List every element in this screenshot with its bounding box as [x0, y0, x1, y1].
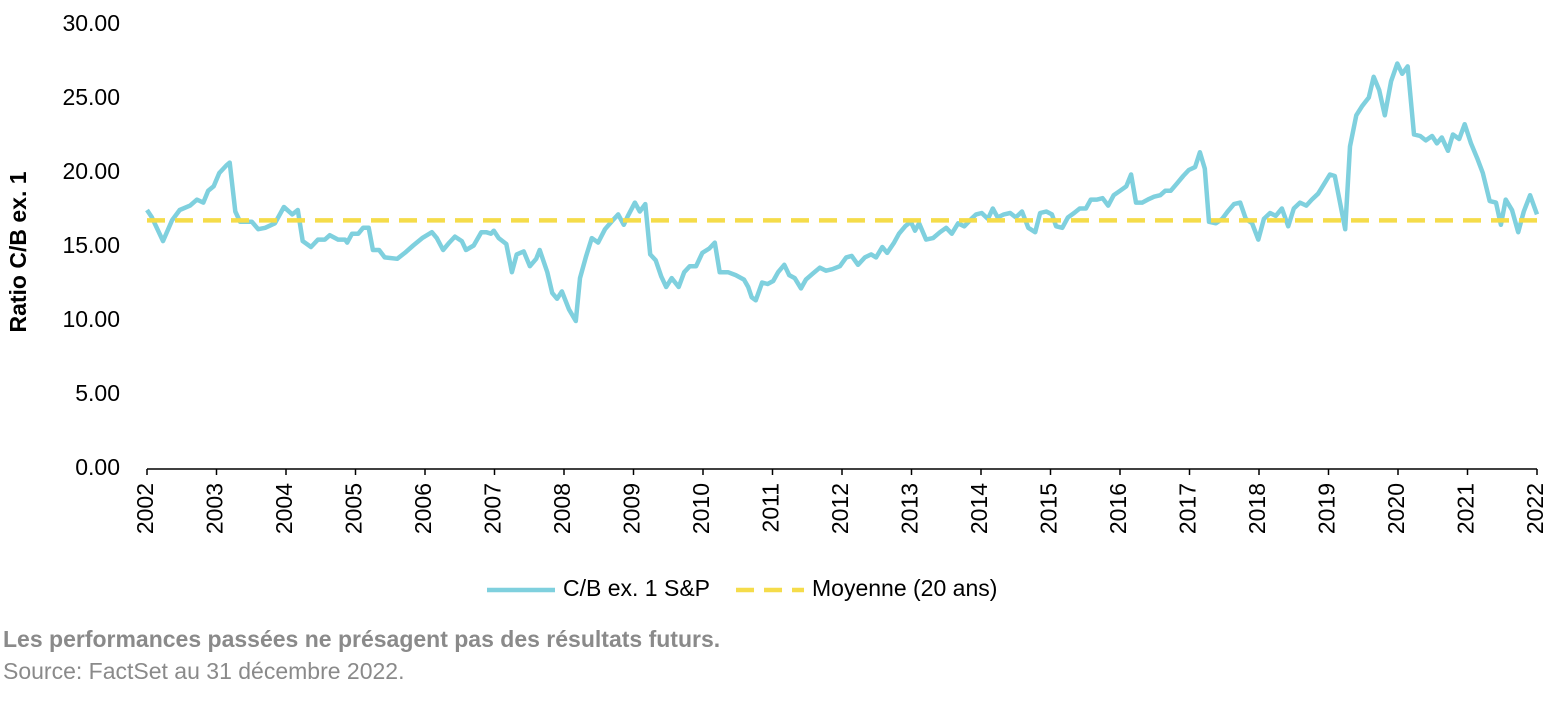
x-tick-label: 2005 [341, 483, 367, 534]
x-tick-label: 2013 [897, 483, 923, 534]
x-tick-label: 2012 [827, 483, 853, 534]
y-tick-label: 15.00 [62, 232, 120, 258]
y-tick-label: 0.00 [75, 454, 120, 480]
x-tick-label: 2019 [1314, 483, 1340, 534]
x-tick-label: 2020 [1383, 483, 1409, 534]
x-tick-label: 2021 [1453, 483, 1479, 534]
x-tick-label: 2022 [1522, 483, 1548, 534]
y-tick-label: 30.00 [62, 10, 120, 36]
legend-label: C/B ex. 1 S&P [563, 575, 710, 601]
y-tick-label: 20.00 [62, 158, 120, 184]
y-tick-label: 10.00 [62, 306, 120, 332]
series-line [145, 61, 1540, 324]
x-tick-label: 2015 [1036, 483, 1062, 534]
y-tick-label: 5.00 [75, 380, 120, 406]
x-tick-label: 2007 [480, 483, 506, 534]
x-tick-label: 2002 [132, 483, 158, 534]
x-tick-label: 2010 [688, 483, 714, 534]
note: Les performances passées ne présagent pa… [3, 626, 720, 652]
x-tick-label: 2004 [271, 483, 297, 534]
x-tick-label: 2018 [1244, 483, 1270, 534]
x-tick-label: 2016 [1105, 483, 1131, 534]
y-tick-label: 25.00 [62, 84, 120, 110]
x-tick-label: 2009 [619, 483, 645, 534]
legend-label: Moyenne (20 ans) [812, 575, 997, 601]
x-tick-label: 2008 [549, 483, 575, 534]
x-tick-label: 2017 [1175, 483, 1201, 534]
x-tick-label: 2006 [410, 483, 436, 534]
x-tick-label: 2014 [966, 483, 992, 534]
x-tick-label: 2011 [758, 483, 784, 532]
x-tick-label: 2003 [202, 483, 228, 534]
source: Source: FactSet au 31 décembre 2022. [3, 658, 404, 684]
y-axis-label: Ratio C/B ex. 1 [5, 171, 31, 332]
